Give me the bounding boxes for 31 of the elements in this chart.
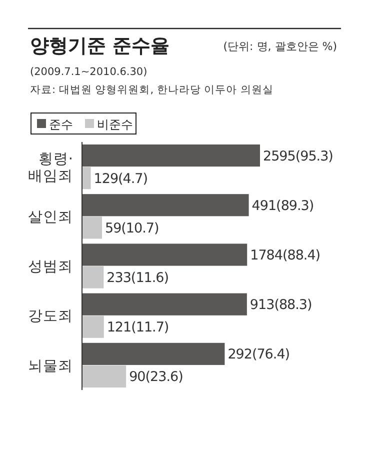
- bar: [82, 167, 91, 190]
- data-label: 233(11.6): [106, 270, 169, 286]
- text: (단위: 명, 괄호안은 %): [223, 40, 337, 53]
- y-tick-label: 강도죄: [28, 308, 73, 325]
- text: 자료: 대법원 양형위원회, 한나라당 이두아 의원실: [30, 84, 274, 96]
- chart-subtitle: (2009.7.1~2010.6.30): [30, 66, 148, 78]
- data-label: 1784(88.4): [250, 247, 320, 264]
- data-label: 913(88.3): [250, 297, 312, 314]
- bar: [82, 216, 102, 239]
- bar: [82, 266, 104, 288]
- data-label: 121(11.7): [106, 320, 169, 336]
- legend-label: 비준수: [97, 118, 133, 132]
- data-label: 59(10.7): [104, 220, 159, 236]
- data-label: 129(4.7): [94, 170, 148, 187]
- data-label: 292(76.4): [228, 346, 290, 363]
- chart-title: 양형기준 준수율: [30, 35, 170, 57]
- bar: [82, 244, 248, 266]
- bar: [82, 316, 104, 338]
- y-tick-label: 성범죄: [28, 259, 73, 276]
- bar: [82, 194, 249, 216]
- y-tick-label: 뇌물죄: [28, 358, 73, 374]
- y-tick-label: 살인죄: [28, 209, 73, 226]
- bar: [82, 365, 126, 388]
- data-label: 90(23.6): [129, 369, 184, 386]
- data-label: 491(89.3): [252, 198, 314, 214]
- bar: [82, 293, 247, 316]
- legend-label: 준수: [49, 118, 73, 132]
- bar: [82, 144, 260, 167]
- data-label: 2595(95.3): [263, 148, 334, 164]
- y-tick-label: 횡령·배임죄: [28, 151, 73, 184]
- bar: [82, 342, 225, 365]
